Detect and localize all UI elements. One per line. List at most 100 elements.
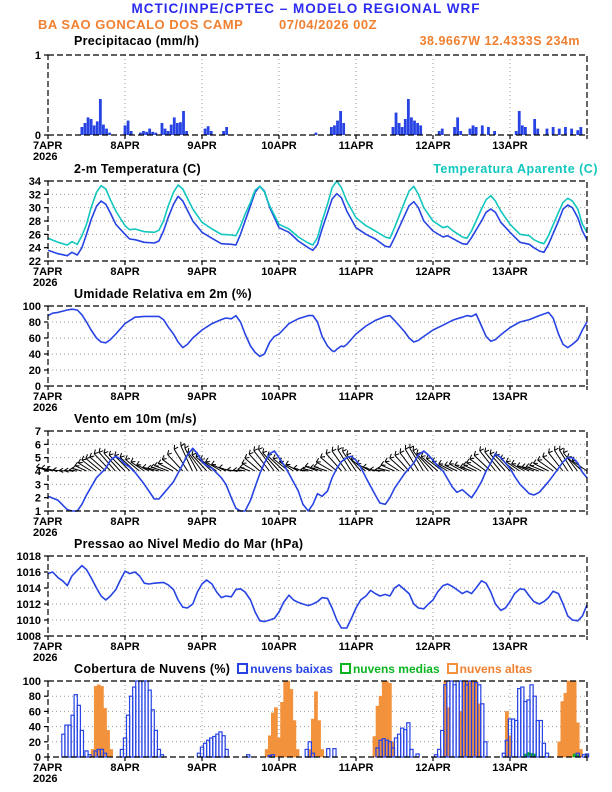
svg-text:9APR: 9APR [187,641,216,653]
svg-text:1: 1 [35,50,41,62]
svg-text:7APR: 7APR [33,516,62,528]
svg-text:2026: 2026 [33,277,57,289]
legend-high-clouds: nuvens altas [446,662,533,676]
svg-text:11APR: 11APR [339,266,374,278]
svg-text:60: 60 [29,706,41,718]
panel-title-clouds: Cobertura de Nuvens (%) [74,662,231,676]
panel-title-temperature: 2-m Temperatura (C) [74,162,202,176]
svg-text:13APR: 13APR [492,516,528,528]
wind-line-0 [47,447,588,512]
svg-text:7APR: 7APR [33,140,62,152]
svg-text:12APR: 12APR [415,391,451,403]
legend-low-clouds-label: nuvens baixas [250,662,333,676]
wind-direction-arrows [35,441,588,473]
pressure-line-0 [47,564,588,629]
svg-text:1010: 1010 [17,615,41,627]
svg-text:10APR: 10APR [261,140,297,152]
svg-text:12APR: 12APR [415,641,451,653]
page-title: MCTIC/INPE/CPTEC – MODELO REGIONAL WRF [131,1,481,16]
panel-title-precipitation: Precipitacao (mm/h) [74,34,200,48]
svg-text:22: 22 [29,256,41,268]
svg-text:6: 6 [35,439,41,451]
legend-apparent-temperature: Temperatura Aparente (C) [433,162,598,176]
panel-title-wind: Vento em 10m (m/s) [74,412,197,426]
svg-text:9APR: 9APR [187,516,216,528]
svg-text:9APR: 9APR [187,391,216,403]
svg-text:10APR: 10APR [261,266,297,278]
svg-text:0: 0 [35,381,41,393]
svg-text:8APR: 8APR [110,266,139,278]
svg-text:13APR: 13APR [492,391,528,403]
station-name: BA SAO GONCALO DOS CAMP [38,17,244,32]
precip-bars [80,99,583,135]
svg-text:7APR: 7APR [33,762,62,774]
svg-text:8APR: 8APR [110,140,139,152]
panel-title-pressure: Pressao ao Nivel Medio do Mar (hPa) [74,537,304,551]
svg-text:80: 80 [29,691,41,703]
svg-text:100: 100 [23,676,41,688]
svg-text:3: 3 [35,479,41,491]
svg-text:9APR: 9APR [187,762,216,774]
svg-text:12APR: 12APR [415,516,451,528]
svg-text:10APR: 10APR [261,391,297,403]
svg-text:0: 0 [35,130,41,142]
svg-text:13APR: 13APR [492,762,528,774]
svg-text:1008: 1008 [17,631,41,643]
svg-text:11APR: 11APR [339,762,374,774]
svg-text:30: 30 [29,203,41,215]
svg-text:11APR: 11APR [339,391,374,403]
svg-text:0: 0 [35,752,41,764]
svg-text:12APR: 12APR [415,266,451,278]
panel-title-humidity: Umidade Relativa em 2m (%) [74,287,252,301]
svg-text:11APR: 11APR [339,516,374,528]
svg-text:9APR: 9APR [187,140,216,152]
svg-text:26: 26 [29,229,41,241]
svg-text:13APR: 13APR [492,641,528,653]
svg-text:2026: 2026 [33,151,57,163]
svg-text:9APR: 9APR [187,266,216,278]
svg-text:34: 34 [29,176,42,188]
svg-text:5: 5 [35,453,41,465]
svg-text:13APR: 13APR [492,140,528,152]
svg-text:7APR: 7APR [33,391,62,403]
temperature-line-1 [47,180,588,246]
svg-text:1016: 1016 [17,567,41,579]
station-coordinates: 38.9667W 12.4333S 234m [419,34,580,48]
svg-text:2: 2 [35,493,41,505]
svg-text:10APR: 10APR [261,762,297,774]
svg-text:7: 7 [35,426,41,438]
svg-text:100: 100 [23,301,41,313]
svg-text:32: 32 [29,189,41,201]
svg-text:2026: 2026 [33,402,57,414]
svg-text:1012: 1012 [17,599,41,611]
svg-text:8APR: 8APR [110,391,139,403]
svg-text:11APR: 11APR [339,641,374,653]
legend-high-clouds-label: nuvens altas [459,662,533,676]
svg-text:40: 40 [29,349,41,361]
high-clouds-swatch-icon [446,663,458,674]
legend-low-clouds: nuvens baixas [237,662,333,676]
humidity-line-0 [47,308,588,358]
run-datetime: 07/04/2026 00Z [279,17,378,32]
svg-text:4: 4 [35,466,42,478]
svg-text:80: 80 [29,317,41,329]
svg-text:40: 40 [29,722,41,734]
svg-text:8APR: 8APR [110,762,139,774]
temperature-line-0 [47,185,588,257]
svg-text:10APR: 10APR [261,641,297,653]
svg-text:1014: 1014 [17,583,42,595]
mid-clouds-swatch-icon [339,663,351,674]
svg-text:12APR: 12APR [415,140,451,152]
station-row: BA SAO GONCALO DOS CAMP 07/04/2026 00Z [38,17,377,32]
svg-text:20: 20 [29,737,41,749]
svg-text:2026: 2026 [33,773,57,785]
svg-text:8APR: 8APR [110,641,139,653]
svg-text:60: 60 [29,333,41,345]
svg-text:28: 28 [29,216,41,228]
